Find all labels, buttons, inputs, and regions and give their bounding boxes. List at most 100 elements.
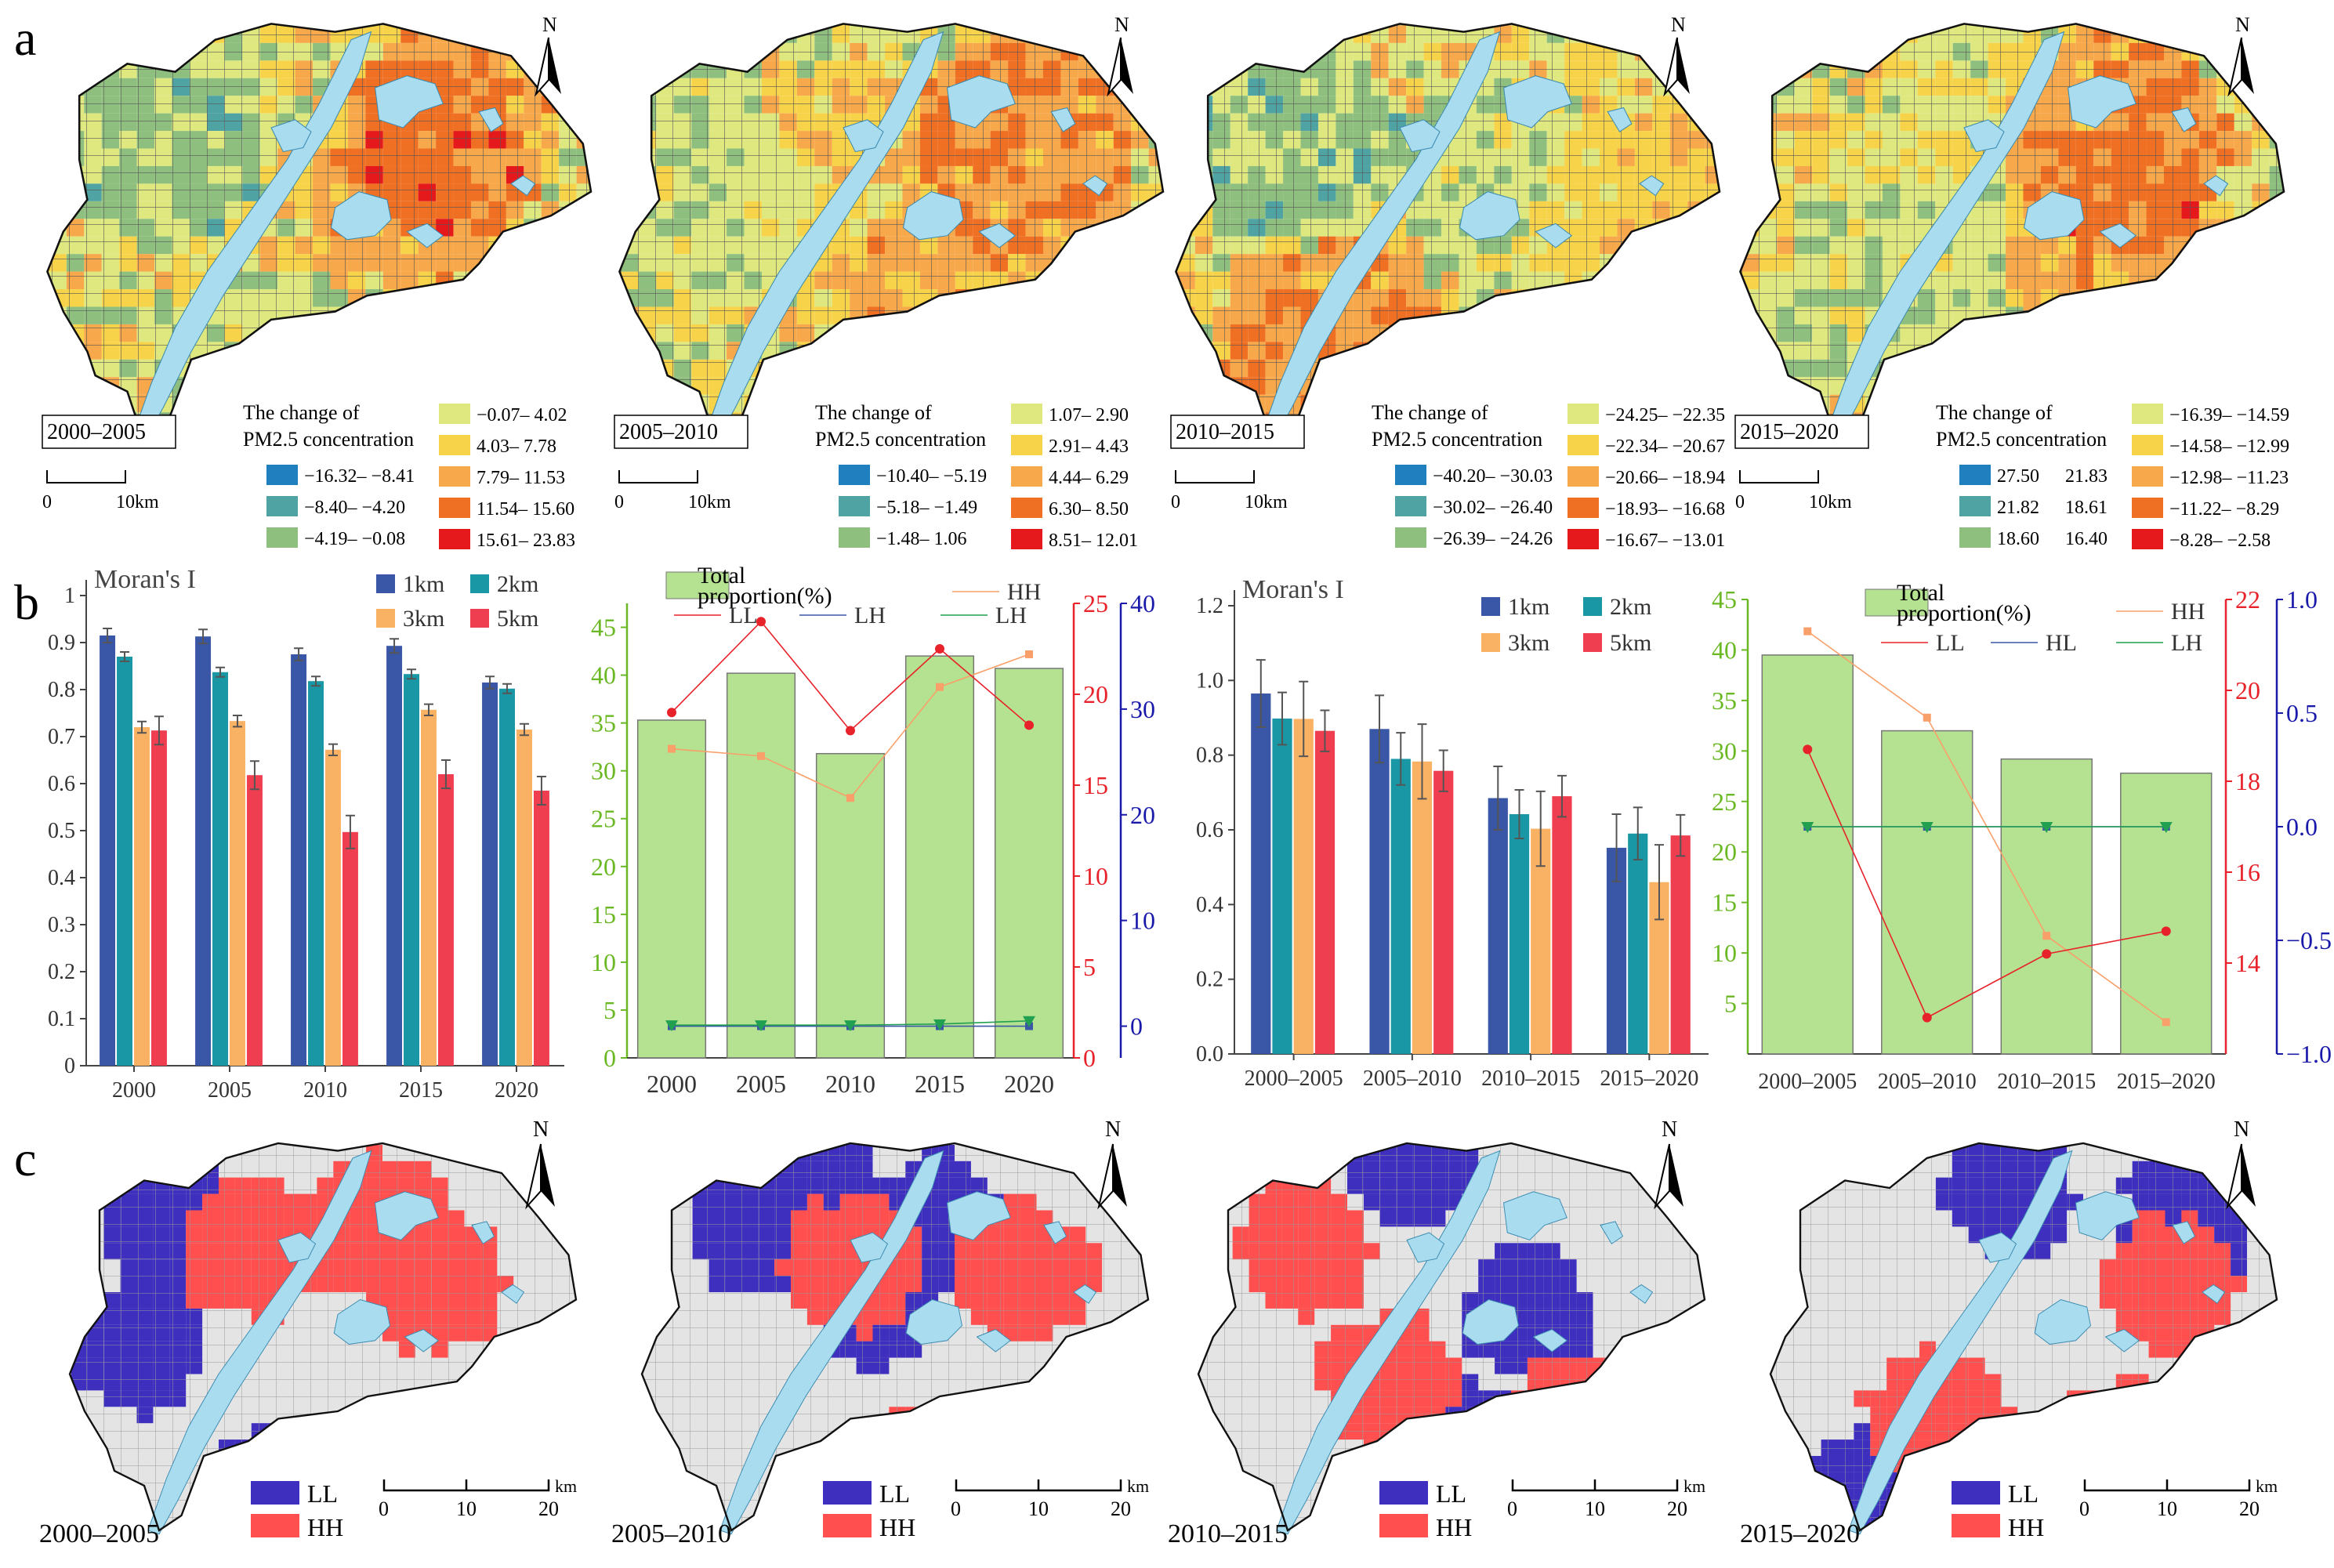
y-tick-label-green: 15 — [591, 900, 616, 929]
map-a-cell — [576, 271, 591, 290]
map-a-cell — [2234, 236, 2252, 255]
map-a-lake — [2023, 191, 2085, 241]
map-a-cell — [559, 78, 577, 96]
map-a-cell — [576, 324, 591, 342]
map-a-cell — [2287, 78, 2304, 96]
map-a-cell — [2111, 342, 2129, 360]
map-c-cell — [1462, 1423, 1479, 1440]
map-a-cell — [2093, 394, 2111, 413]
map-a-cell — [1166, 342, 1183, 359]
north-arrow-icon — [1663, 37, 1678, 97]
map-a-cell — [594, 412, 611, 429]
map-a-lake — [1399, 119, 1441, 153]
map-a-cell — [955, 342, 973, 360]
map-a-cell — [224, 429, 243, 440]
map-a-cell — [1194, 60, 1213, 78]
map-a-cell — [1759, 359, 1778, 378]
period-label: 2005–2010 — [619, 420, 718, 444]
error-bar — [1278, 691, 1288, 746]
map-a-cell — [919, 377, 938, 395]
map-a-cell — [2164, 342, 2182, 360]
map-a-cell — [1131, 324, 1149, 342]
map-a-cell — [779, 412, 797, 430]
y-tick-label: 0.6 — [48, 772, 75, 796]
map-c-cell — [922, 1488, 939, 1505]
map-a-cell — [1060, 342, 1078, 360]
y-tick-label: 0.1 — [48, 1007, 75, 1031]
line-LL — [1807, 749, 2166, 1019]
y-tick-label-blue: 30 — [1130, 695, 1155, 723]
map-a-cell — [189, 24, 208, 26]
map-a-cell — [453, 324, 471, 342]
scale-bar — [1739, 470, 1819, 483]
map-a-cell — [1988, 324, 2006, 342]
map-a-cell — [1301, 447, 1318, 465]
map-c-cell — [1445, 1423, 1462, 1440]
map-a-cell — [1794, 394, 1813, 413]
bar-2km — [1628, 833, 1648, 1054]
map-a-cell — [1166, 149, 1183, 166]
map-c-cell — [872, 1456, 890, 1472]
legend-label: −22.34– −20.67 — [1605, 436, 1725, 457]
marker-LH — [1023, 1016, 1035, 1027]
map-a-cell — [1564, 24, 1582, 26]
map-a-cell — [621, 96, 639, 114]
map-a-cell — [1547, 447, 1564, 465]
map-a-cell — [1723, 254, 1740, 271]
map-a-cell — [1617, 359, 1635, 378]
map-a-cell — [1353, 377, 1372, 395]
map-a-cell — [2164, 377, 2182, 395]
map-a-cell — [453, 342, 471, 360]
marker-LH — [755, 1020, 767, 1032]
map-a-cell — [49, 324, 67, 342]
map-a-cell — [207, 394, 225, 413]
map-a-cell — [1759, 42, 1778, 61]
map-a-cell — [1687, 289, 1705, 307]
map-a-cell — [1160, 447, 1177, 465]
map-a-cell — [418, 324, 437, 342]
map-a-cell — [2287, 306, 2304, 324]
map-a-cell — [1865, 25, 1883, 43]
map-a-cell — [1025, 24, 1043, 26]
map-a-cell — [761, 359, 780, 378]
map-a-cell — [1459, 342, 1477, 360]
map-a-cell — [1166, 60, 1183, 78]
map-a-cell — [1759, 24, 1778, 26]
legend-label-total-2: proportion(%) — [698, 583, 832, 609]
map-a-cell — [2198, 254, 2217, 272]
map-a-cell — [1617, 271, 1635, 290]
legend-label-5km: 5km — [1610, 630, 1651, 656]
x-tick-label: 2010–2015 — [1481, 1066, 1580, 1091]
map-a-cell — [1078, 377, 1096, 395]
map-a-cell — [1166, 201, 1183, 219]
error-bar — [1676, 813, 1686, 857]
legend-title-2: PM2.5 concentration — [243, 428, 414, 451]
map-a-cell — [1723, 166, 1740, 183]
map-a-cell — [1723, 96, 1740, 113]
map-c-cell — [87, 1292, 104, 1309]
map-a-cell — [49, 394, 67, 413]
map-a-cell — [1176, 60, 1178, 78]
map-a-cell — [49, 447, 66, 465]
north-arrow-icon — [1113, 1144, 1127, 1207]
legend-label-3km: 3km — [1508, 630, 1549, 656]
map-a-cell — [850, 342, 868, 360]
map-a-cell — [1113, 219, 1132, 237]
bar-1km — [482, 683, 498, 1066]
map-a-cell — [1194, 342, 1213, 360]
y-tick-label-green: 0 — [603, 1044, 616, 1072]
bar-5km — [342, 831, 358, 1066]
map-a-cell — [1740, 183, 1742, 201]
x-tick-label: 2020 — [1004, 1070, 1054, 1098]
map-a-cell — [541, 359, 560, 378]
error-bar — [345, 814, 355, 849]
map-a-cell — [1760, 447, 1777, 465]
map-a-cell — [1900, 394, 1918, 413]
map-a-cell — [1176, 236, 1178, 255]
north-arrow-icon — [525, 1143, 542, 1210]
y-tick-label-red: 5 — [1083, 953, 1096, 981]
map-a-cell — [2287, 447, 2304, 465]
map-c-cell — [758, 1161, 775, 1178]
